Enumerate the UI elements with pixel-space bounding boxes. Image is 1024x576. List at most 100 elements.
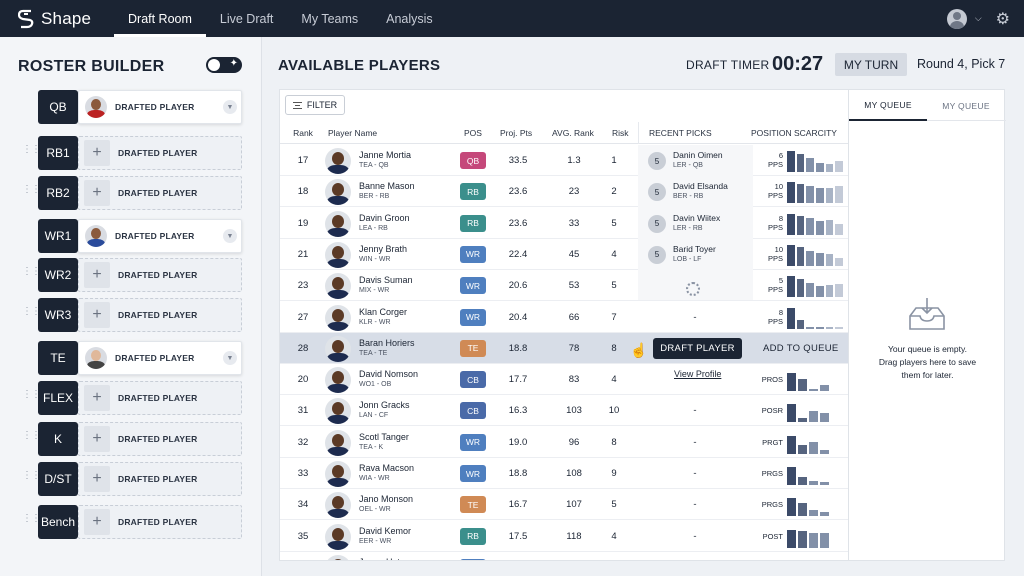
tab-my-queue[interactable]: MY QUEUE <box>849 90 927 121</box>
chevron-down-icon[interactable]: ▼ <box>223 100 237 114</box>
table-row[interactable]: 28 Baran Horiers TEA - TE TE 18.8 78 8 ☝ DRAFT P… <box>280 332 848 364</box>
table-row[interactable]: 23 Davis Suman MIX - WR WR 20.6 53 5 5 PPS <box>280 270 848 302</box>
chevron-down-icon[interactable]: ▼ <box>223 229 237 243</box>
table-row[interactable]: 21 Jenny Brath WIN - WR WR 22.4 45 4 10 PPS <box>280 239 848 270</box>
player-name[interactable]: Banne Mason <box>359 181 415 192</box>
slot-label: DRAFTED PLAYER <box>115 353 195 363</box>
gear-icon[interactable]: ⚙ <box>995 10 1010 28</box>
slot-card[interactable]: + DRAFTED PLAYER <box>78 176 242 210</box>
player-name[interactable]: David Kemor <box>359 525 412 536</box>
header-proj-pts[interactable]: Proj. Pts <box>500 128 533 138</box>
tab-my-queue-secondary[interactable]: MY QUEUE <box>942 100 990 111</box>
slot-card[interactable]: DRAFTED PLAYER ▼ <box>78 219 242 253</box>
header-avg-rank[interactable]: AVG. Rank <box>552 128 594 138</box>
drag-handle-icon[interactable]: ⋮⋮ <box>22 266 41 277</box>
tab-live-draft[interactable]: Live Draft <box>219 11 274 26</box>
player-name[interactable]: David Nomson <box>359 369 419 380</box>
plus-icon[interactable]: + <box>84 426 110 452</box>
header-rank[interactable]: Rank <box>293 128 313 138</box>
player-name[interactable]: Jano Monson <box>359 494 414 505</box>
tab-my-teams[interactable]: My Teams <box>301 11 359 26</box>
player-name[interactable]: Klan Corger <box>359 306 408 317</box>
player-name[interactable]: Jonn Gracks <box>359 400 410 411</box>
table-row[interactable]: 31 Jonn Gracks LAN - CF CB 16.3 103 10 - POSR <box>280 395 848 427</box>
position-badge: WR <box>460 308 486 326</box>
avg-rank-cell: 53 <box>568 280 580 292</box>
scarcity-bar <box>796 246 805 266</box>
scarcity-unit: PRGS <box>761 500 783 510</box>
drag-handle-icon[interactable]: ⋮⋮ <box>22 430 41 441</box>
plus-icon[interactable]: + <box>84 466 110 492</box>
tab-draft-room[interactable]: Draft Room <box>114 0 206 37</box>
header-risk[interactable]: Risk <box>612 128 629 138</box>
pick-name[interactable]: Danin Oimen <box>673 150 723 160</box>
chevron-down-icon[interactable]: ⌵ <box>974 13 982 23</box>
table-row[interactable]: 18 Banne Mason BER - RB RB 23.6 23 2 10 PPS <box>280 176 848 208</box>
roster-toggle[interactable]: ✦ <box>206 57 242 73</box>
table-row[interactable]: 33 Rava Macson WIA - WR WR 18.8 108 9 - PRGS <box>280 458 848 489</box>
player-name[interactable]: Janon Haton <box>359 557 410 560</box>
player-name[interactable]: Baran Horiers <box>359 337 415 348</box>
table-row[interactable]: 19 Davin Groon LEA - RB RB 23.6 33 5 8 PPS <box>280 208 848 239</box>
plus-icon[interactable]: + <box>84 180 110 206</box>
slot-card[interactable]: DRAFTED PLAYER ▼ <box>78 341 242 375</box>
table-row[interactable]: 27 Klan Corger KLR - WR WR 20.4 66 7 - 8 PPS <box>280 302 848 333</box>
table-row[interactable]: 35 David Kemor EER - WR RB 17.5 118 4 - POST <box>280 521 848 552</box>
my-turn-button[interactable]: MY TURN <box>835 53 907 76</box>
pick-name[interactable]: Barid Toyer <box>673 243 716 254</box>
table-row[interactable]: 20 David Nomson WO1 - OB CB 17.7 83 4 View Prof… <box>280 364 848 396</box>
table-row[interactable]: 17 Janne Mortia TEA - QB QB 33.5 1.3 1 6 PPS <box>280 145 848 176</box>
slot-card[interactable]: + DRAFTED PLAYER <box>78 381 242 415</box>
player-avatar <box>325 554 351 560</box>
drag-handle-icon[interactable]: ⋮⋮ <box>22 470 41 481</box>
pick-name[interactable]: David Elsanda <box>673 181 728 192</box>
scarcity-label: 8 PPS <box>750 214 783 232</box>
plus-icon[interactable]: + <box>84 385 110 411</box>
drag-handle-icon[interactable]: ⋮⋮ <box>22 306 41 317</box>
drag-handle-icon[interactable]: ⋮⋮ <box>22 144 41 155</box>
scarcity-bar <box>787 151 795 172</box>
draft-player-button[interactable]: DRAFT PLAYER <box>653 337 742 359</box>
player-name[interactable]: Rava Macson <box>359 463 415 473</box>
plus-icon[interactable]: + <box>84 140 110 166</box>
scarcity-label: 2PPS <box>750 558 783 560</box>
drag-handle-icon[interactable]: ⋮⋮ <box>22 513 41 524</box>
player-name[interactable]: Davis Suman <box>359 275 413 286</box>
player-team-pos: WIA - WR <box>359 475 390 482</box>
draft-timer-value: 00:27 <box>772 53 824 75</box>
recent-picks-list: 5 Danin Oimen LER - QB 5 David Elsanda BER - … <box>638 145 753 300</box>
slot-card[interactable]: + DRAFTED PLAYER <box>78 462 242 496</box>
header-pos[interactable]: POS <box>464 128 482 138</box>
brand-logo[interactable]: Shape <box>18 9 114 29</box>
table-row[interactable]: 32 Scotl Tanger TEA - K WR 19.0 96 8 - PRGT <box>280 427 848 458</box>
scarcity-bar <box>820 385 829 392</box>
filter-button[interactable]: FILTER <box>285 95 345 115</box>
plus-icon[interactable]: + <box>84 302 110 328</box>
player-name[interactable]: Janne Mortia <box>359 150 412 160</box>
player-name[interactable]: Scotl Tanger <box>359 431 409 442</box>
filter-label: FILTER <box>306 100 338 110</box>
slot-card[interactable]: + DRAFTED PLAYER <box>78 422 242 456</box>
add-to-queue-button[interactable]: ADD TO QUEUE <box>763 342 839 354</box>
tab-analysis[interactable]: Analysis <box>386 11 433 26</box>
drag-handle-icon[interactable]: ⋮⋮ <box>22 184 41 195</box>
chevron-down-icon[interactable]: ▼ <box>223 351 237 365</box>
avatar-icon[interactable] <box>946 8 967 29</box>
plus-icon[interactable]: + <box>84 262 110 288</box>
table-row[interactable]: 34 Jano Monson OEL - WR TE 16.7 107 5 - PRGS <box>280 489 848 521</box>
slot-card[interactable]: DRAFTED PLAYER ▼ <box>78 90 242 124</box>
slot-card[interactable]: + DRAFTED PLAYER <box>78 136 242 170</box>
slot-card[interactable]: + DRAFTED PLAYER <box>78 258 242 292</box>
drag-handle-icon[interactable]: ⋮⋮ <box>22 389 41 400</box>
slot-card[interactable]: + DRAFTED PLAYER <box>78 505 242 539</box>
pick-name[interactable]: Davin Wiitex <box>673 212 721 223</box>
header-player-name[interactable]: Player Name <box>328 128 378 138</box>
rank-cell: 19 <box>297 217 309 229</box>
player-name[interactable]: Davin Groon <box>359 212 410 223</box>
view-profile-link[interactable]: View Profile <box>674 369 722 380</box>
player-name[interactable]: Jenny Brath <box>359 243 408 254</box>
plus-icon[interactable]: + <box>84 509 110 535</box>
avg-rank-cell: 96 <box>568 436 580 448</box>
slot-card[interactable]: + DRAFTED PLAYER <box>78 298 242 332</box>
